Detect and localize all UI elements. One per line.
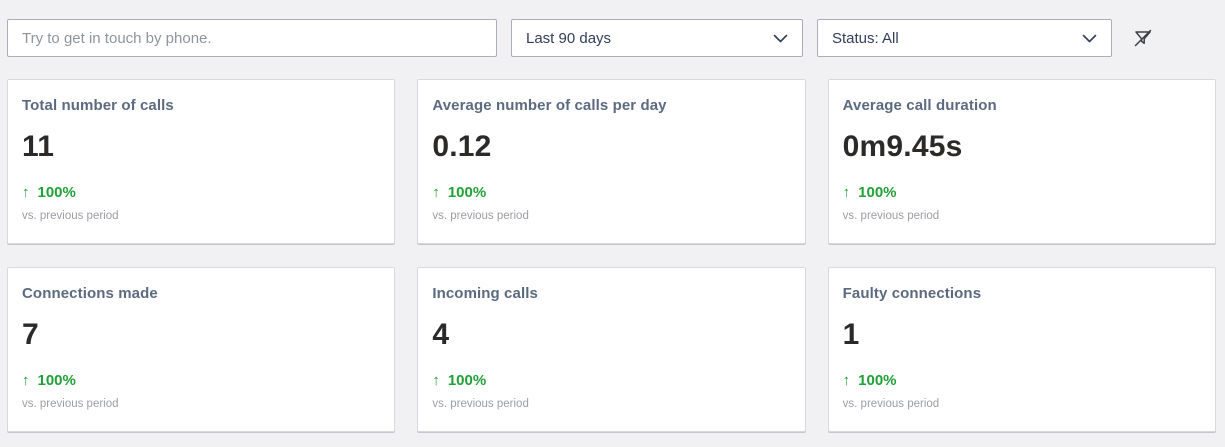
status-select-value: Status: All	[832, 29, 899, 47]
clear-filters-button[interactable]	[1129, 24, 1157, 52]
stat-card-faulty-connections: Faulty connections 1 ↑ 100% vs. previous…	[827, 267, 1216, 432]
stat-card-incoming-calls: Incoming calls 4 ↑ 100% vs. previous per…	[417, 267, 806, 432]
stat-card-title: Average call duration	[842, 97, 997, 114]
stat-card-compare-label: vs. previous period	[842, 398, 940, 410]
trend-up-icon: ↑	[842, 372, 851, 389]
stat-card-change: ↑ 100%	[432, 184, 790, 201]
stat-card-value: 4	[432, 318, 450, 351]
stat-card-change-value: 100%	[858, 372, 897, 389]
trend-up-icon: ↑	[22, 372, 30, 389]
stat-card-change: ↑ 100%	[843, 372, 1201, 389]
stat-card-change-value: 100%	[37, 184, 76, 201]
stat-card-change: ↑ 100%	[22, 184, 380, 201]
stat-card-title: Total number of calls	[22, 97, 174, 114]
chevron-down-icon	[773, 30, 788, 47]
stat-card-change-value: 100%	[37, 372, 76, 389]
stat-card-change: ↑ 100%	[843, 184, 1201, 201]
chevron-down-icon	[1082, 30, 1097, 47]
stat-card-value: 1	[842, 318, 860, 351]
stat-card-change-value: 100%	[447, 372, 487, 389]
stat-card-title: Faulty connections	[842, 285, 982, 302]
stat-card-compare-label: vs. previous period	[22, 210, 119, 222]
stat-card-avg-call-duration: Average call duration 0m9.45s ↑ 100% vs.…	[827, 79, 1216, 244]
filter-bar: Last 90 days Status: All	[0, 0, 1225, 57]
period-select-value: Last 90 days	[526, 29, 612, 47]
stat-card-value: 11	[22, 130, 55, 163]
stat-card-value: 0m9.45s	[842, 130, 963, 163]
stat-card-total-calls: Total number of calls 11 ↑ 100% vs. prev…	[7, 79, 396, 244]
period-select[interactable]: Last 90 days	[511, 19, 803, 57]
status-select[interactable]: Status: All	[817, 19, 1112, 57]
stat-card-value: 7	[22, 318, 39, 351]
stat-card-change-value: 100%	[447, 184, 487, 201]
stat-card-compare-label: vs. previous period	[432, 210, 529, 222]
stats-grid: Total number of calls 11 ↑ 100% vs. prev…	[7, 79, 1216, 432]
stat-card-compare-label: vs. previous period	[22, 398, 119, 410]
trend-up-icon: ↑	[432, 184, 440, 201]
stat-card-change: ↑ 100%	[432, 372, 790, 389]
stat-card-title: Incoming calls	[432, 285, 538, 302]
stat-card-title: Connections made	[22, 285, 158, 302]
stat-card-change: ↑ 100%	[22, 372, 380, 389]
stat-card-value: 0.12	[432, 130, 492, 163]
stat-card-compare-label: vs. previous period	[842, 210, 940, 222]
stat-card-title: Average number of calls per day	[432, 97, 667, 114]
stat-card-compare-label: vs. previous period	[432, 398, 529, 410]
trend-up-icon: ↑	[432, 372, 440, 389]
trend-up-icon: ↑	[842, 184, 851, 201]
search-input[interactable]	[7, 19, 497, 57]
filter-off-icon	[1132, 29, 1154, 52]
stat-card-avg-calls-per-day: Average number of calls per day 0.12 ↑ 1…	[417, 79, 806, 244]
stat-card-connections-made: Connections made 7 ↑ 100% vs. previous p…	[7, 267, 396, 432]
stat-card-change-value: 100%	[858, 184, 897, 201]
trend-up-icon: ↑	[22, 184, 30, 201]
